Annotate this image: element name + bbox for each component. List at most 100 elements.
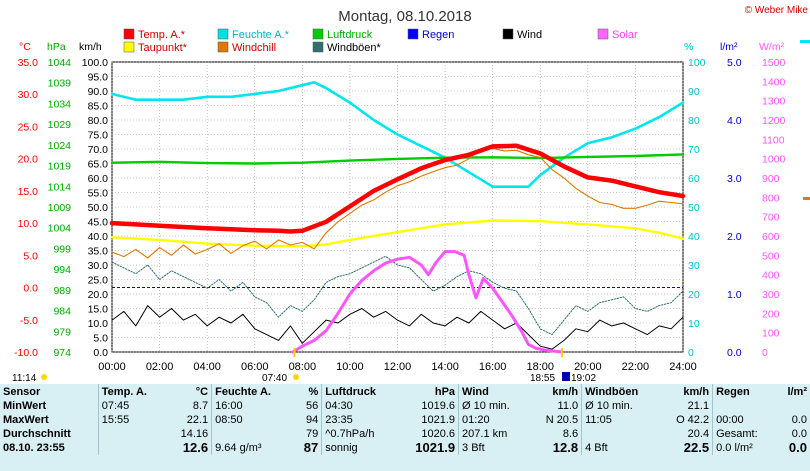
gust-value: 21.1 <box>687 400 710 412</box>
wind-time: 01:20 <box>458 413 531 427</box>
humidity-time: 16:00 <box>211 399 295 413</box>
x-tick-label: 00:00 <box>98 361 126 373</box>
x-tick-label: 20:00 <box>574 361 602 373</box>
legend-swatch <box>312 28 324 40</box>
gust-value: 20.4 <box>687 428 710 440</box>
wind_kmh-tick-label: 90.0 <box>88 86 109 98</box>
current-rain-rate: 0.0 l/m² <box>712 441 777 455</box>
wind_kmh-tick-label: 35.0 <box>88 246 109 258</box>
wind_kmh-tick-label: 0.0 <box>93 347 108 359</box>
header-humidity-unit: % <box>308 385 319 398</box>
pressure_hpa-tick-label: 1024 <box>48 140 72 152</box>
humidity-value: 56 <box>305 400 319 412</box>
humidity_pct-tick-label: 10 <box>688 318 700 330</box>
current-gust: 22.5 <box>683 440 710 455</box>
wind_kmh-tick-label: 45.0 <box>88 217 109 229</box>
legend-label: Regen <box>422 29 454 41</box>
x-tick-label: 18:00 <box>526 361 554 373</box>
header-temp-unit: °C <box>195 385 209 398</box>
legend-label: Taupunkt* <box>138 42 188 54</box>
pressure-value: 1020.6 <box>421 428 456 440</box>
current-gust-bft: 4 Bft <box>581 441 661 455</box>
moon-icon <box>562 372 570 381</box>
legend-swatch <box>123 41 135 53</box>
temp-time: 07:45 <box>97 399 167 413</box>
wind-value: N 20.5 <box>545 414 579 426</box>
wind_kmh-tick-label: 100.0 <box>82 57 108 69</box>
wind-value: 8.6 <box>562 428 579 440</box>
pressure_hpa-tick-label: 1039 <box>48 78 72 90</box>
humidity_pct-tick-label: 90 <box>688 86 700 98</box>
legend-swatch <box>502 28 514 40</box>
pressure_hpa-tick-label: 984 <box>53 306 71 318</box>
pressure-trend: ^0.7hPa/h <box>321 427 398 441</box>
solar_wm2-tick-label: 100 <box>762 328 780 340</box>
header-rain-unit: l/m² <box>787 385 807 398</box>
rain-time: 00:00 <box>712 413 777 427</box>
chart-title: Montag, 08.10.2018 <box>338 8 471 25</box>
wind_kmh-tick-label: 5.0 <box>93 333 108 345</box>
temp-value: 8.7 <box>192 400 209 412</box>
solar_wm2-tick-label: 800 <box>762 192 780 204</box>
wind_kmh-tick-label: 60.0 <box>88 173 109 185</box>
pressure_hpa-tick-label: 999 <box>53 243 71 255</box>
wind-value: 11.0 <box>557 400 579 412</box>
temp_c-tick-label: 10.0 <box>18 218 39 230</box>
header-rain: Regen <box>712 384 777 399</box>
current-humidity: 87 <box>303 440 319 455</box>
wind_kmh-tick-label: 50.0 <box>88 202 109 214</box>
solar_wm2-tick-label: 1400 <box>762 76 786 88</box>
pressure_hpa-tick-label: 1044 <box>48 57 72 69</box>
pressure_hpa-tick-label: 994 <box>53 264 71 276</box>
weather-chart: 00:00 02:00 04:00 06:00 08:00 10:00 12:00 14:00… <box>12 5 810 384</box>
edge-mark-humidity <box>800 40 810 43</box>
temp-time <box>97 427 167 441</box>
temp_c-tick-label: 25.0 <box>18 121 39 133</box>
temp_c-tick-label: 15.0 <box>18 186 39 198</box>
rain-unit-label: l/m² <box>720 41 738 53</box>
rain_lm2-tick-label: 1.0 <box>727 289 742 301</box>
humidity-unit-label: % <box>684 41 693 53</box>
legend-label: Windchill <box>232 42 276 54</box>
gust-time <box>581 427 661 441</box>
pressure-value: 1021.9 <box>421 414 456 426</box>
x-tick-label: 08:00 <box>289 361 317 373</box>
x-tick-label: 12:00 <box>384 361 412 373</box>
current-wind: 12.8 <box>552 440 579 455</box>
wind_kmh-tick-label: 75.0 <box>88 130 109 142</box>
wind_kmh-tick-label: 10.0 <box>88 318 109 330</box>
x-tick-label: 24:00 <box>669 361 697 373</box>
credit-text: © Weber Mike <box>745 5 809 16</box>
temp-blank <box>97 441 167 455</box>
wind_kmh-tick-label: 70.0 <box>88 144 109 156</box>
humidity-value: 79 <box>305 428 319 440</box>
wind_kmh-tick-label: 15.0 <box>88 304 109 316</box>
humidity-time <box>211 427 295 441</box>
solar_wm2-tick-label: 900 <box>762 173 780 185</box>
pressure_hpa-tick-label: 1029 <box>48 119 72 131</box>
legend-label: Feuchte A.* <box>232 29 290 41</box>
solar_wm2-tick-label: 1000 <box>762 154 786 166</box>
stats-row-max: MaxWert 15:55 22.1 08:50 94 23:35 1021.9… <box>0 413 810 427</box>
rain_lm2-tick-label: 0.0 <box>727 347 742 359</box>
humidity_pct-tick-label: 50 <box>688 202 700 214</box>
gust-value: O 42.2 <box>676 414 710 426</box>
solar_wm2-tick-label: 1100 <box>762 134 785 146</box>
solar_wm2-tick-label: 400 <box>762 270 780 282</box>
solar_wm2-tick-label: 1200 <box>762 115 786 127</box>
row-label: MaxWert <box>3 414 49 426</box>
humidity_pct-tick-label: 80 <box>688 115 700 127</box>
temp-value: 14.16 <box>180 428 209 440</box>
series-line-taupunkt <box>110 219 685 248</box>
x-tick-label: 16:00 <box>479 361 507 373</box>
pressure-time: 04:30 <box>321 399 398 413</box>
stats-table: Sensor Temp. A. °C Feuchte A. % Luftdruc… <box>0 384 810 455</box>
legend-swatch <box>312 41 324 53</box>
temp_c-tick-label: 30.0 <box>18 89 39 101</box>
current-abs-humidity: 9.64 g/m³ <box>211 441 295 455</box>
rain-value <box>776 399 810 413</box>
stats-row-min: MinWert 07:45 8.7 16:00 56 04:30 1019.6 … <box>0 399 810 413</box>
temp_c-tick-label: 35.0 <box>18 57 39 69</box>
row-label: Durchschnitt <box>3 428 71 440</box>
row-label: MinWert <box>3 400 47 412</box>
